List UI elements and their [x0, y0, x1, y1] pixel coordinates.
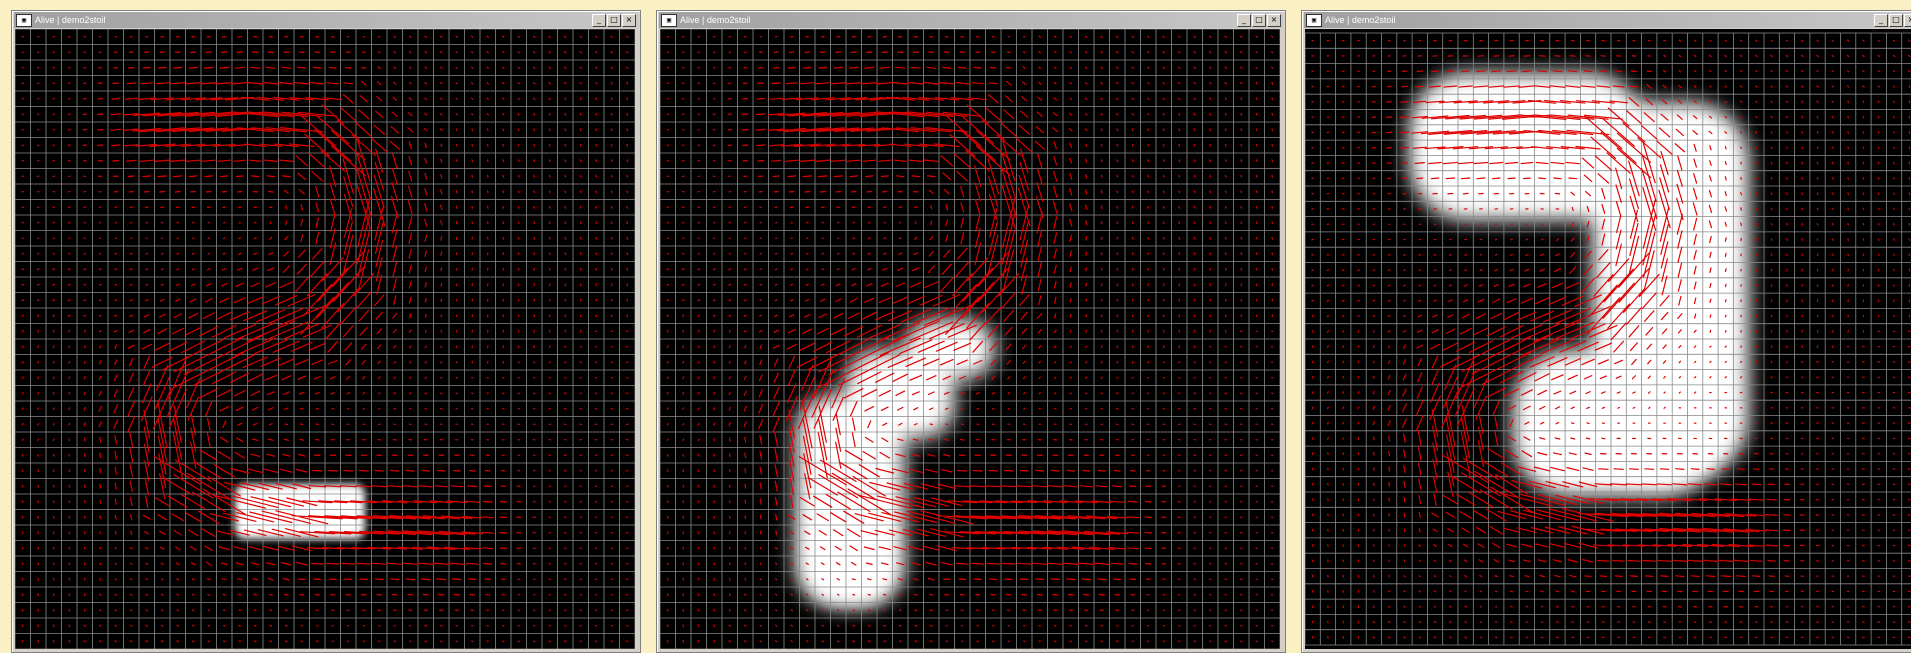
- grid-lines: [1305, 32, 1911, 646]
- grid-lines: [15, 29, 635, 649]
- simulation-window-3: ▣ Alive | demo2stoil _ □ ×: [1301, 10, 1911, 653]
- title-bar[interactable]: ▣ Alive | demo2stoil _ □ ×: [14, 12, 638, 28]
- density-blob: [235, 484, 365, 539]
- title-bar[interactable]: ▣ Alive | demo2stoil _ □ ×: [659, 12, 1283, 28]
- grid-lines: [660, 29, 1280, 649]
- velocity-vectors: [1311, 39, 1911, 639]
- simulation-window-2: ▣ Alive | demo2stoil _ □ ×: [656, 10, 1286, 653]
- close-button[interactable]: ×: [1267, 13, 1281, 27]
- window-title: Alive | demo2stoil: [680, 15, 751, 25]
- window-title: Alive | demo2stoil: [1325, 15, 1396, 25]
- app-icon: ▣: [661, 13, 677, 27]
- app-icon: ▣: [16, 13, 32, 27]
- title-bar[interactable]: ▣ Alive | demo2stoil _ □ ×: [1304, 12, 1911, 28]
- simulation-window-1: ▣ Alive | demo2stoil _ □ ×: [11, 10, 641, 653]
- velocity-vectors: [21, 35, 629, 643]
- maximize-button[interactable]: □: [1252, 13, 1266, 27]
- density-blob: [1512, 348, 1720, 497]
- vector-field-canvas[interactable]: [660, 29, 1280, 649]
- maximize-button[interactable]: □: [607, 13, 621, 27]
- velocity-vectors: [666, 35, 1274, 643]
- minimize-button[interactable]: _: [1874, 13, 1888, 27]
- app-icon: ▣: [1306, 13, 1322, 27]
- close-button[interactable]: ×: [622, 13, 636, 27]
- window-title: Alive | demo2stoil: [35, 15, 106, 25]
- minimize-button[interactable]: _: [1237, 13, 1251, 27]
- maximize-button[interactable]: □: [1889, 13, 1903, 27]
- vector-field-canvas[interactable]: [1305, 29, 1911, 649]
- density-blob: [810, 484, 890, 604]
- minimize-button[interactable]: _: [592, 13, 606, 27]
- close-button[interactable]: ×: [1904, 13, 1911, 27]
- vector-field-canvas[interactable]: [15, 29, 635, 649]
